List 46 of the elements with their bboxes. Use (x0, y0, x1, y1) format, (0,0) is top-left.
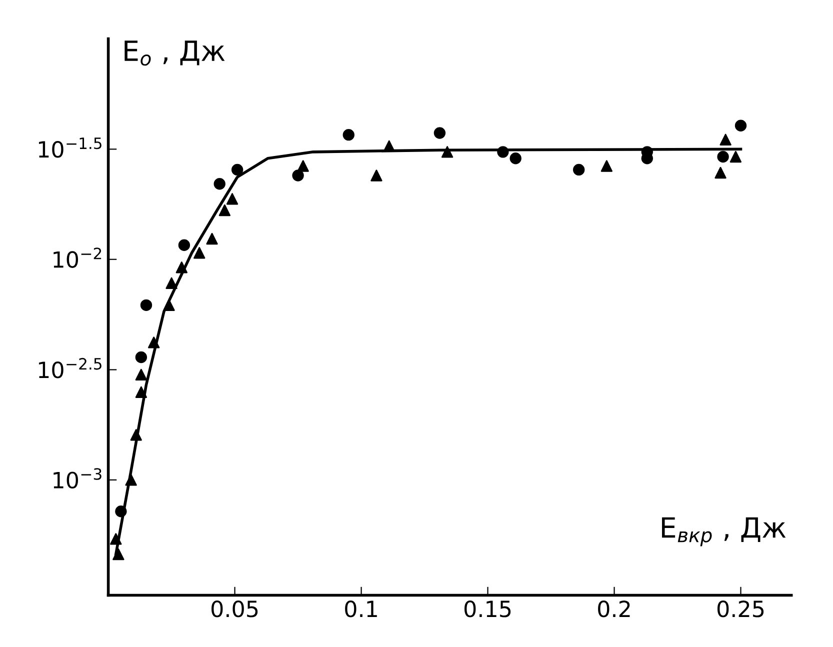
point (441, 146, 454, 158)
point (178, 239, 190, 251)
point (730, 150, 742, 163)
x-tick-label: 0.2 (598, 600, 630, 618)
point (231, 164, 244, 176)
point (714, 166, 726, 179)
point (135, 351, 148, 364)
x-tick-label: 0.05 (212, 600, 258, 618)
point (194, 247, 206, 259)
point (115, 506, 127, 518)
y-tick-label: 10$^{−1.5}$ (38, 138, 102, 158)
x-tick-label: 0.25 (717, 600, 764, 618)
x-tick-label: 0.15 (464, 600, 511, 618)
point (717, 150, 729, 163)
point (112, 548, 124, 560)
point (163, 299, 175, 311)
point (135, 368, 148, 381)
point (226, 193, 238, 205)
point (166, 277, 178, 290)
y-tick-label: 10$^{−3}$ (54, 468, 102, 489)
point (218, 204, 231, 216)
point (370, 170, 382, 182)
point (734, 120, 747, 132)
point (130, 429, 142, 441)
y-tick-label: 10$^{−2}$ (54, 248, 102, 268)
point (176, 262, 188, 274)
point (600, 160, 613, 172)
y-axis-title: E$_{o}$ , Дж (124, 40, 225, 66)
point (573, 164, 585, 176)
point (510, 152, 522, 164)
y-tick-label: 10$^{−2.5}$ (38, 358, 102, 378)
point (125, 474, 137, 486)
point (206, 232, 218, 245)
point (497, 146, 509, 158)
point (135, 386, 148, 398)
point (720, 134, 732, 146)
point (292, 170, 304, 182)
point (140, 299, 152, 311)
point (297, 160, 309, 172)
point (148, 336, 160, 348)
point (342, 128, 354, 141)
point (214, 178, 226, 190)
point (434, 127, 446, 139)
point (110, 533, 122, 545)
x-axis-title: E$_{вкр}$ , Дж (662, 517, 786, 546)
x-tick-label: 0.1 (345, 600, 377, 618)
